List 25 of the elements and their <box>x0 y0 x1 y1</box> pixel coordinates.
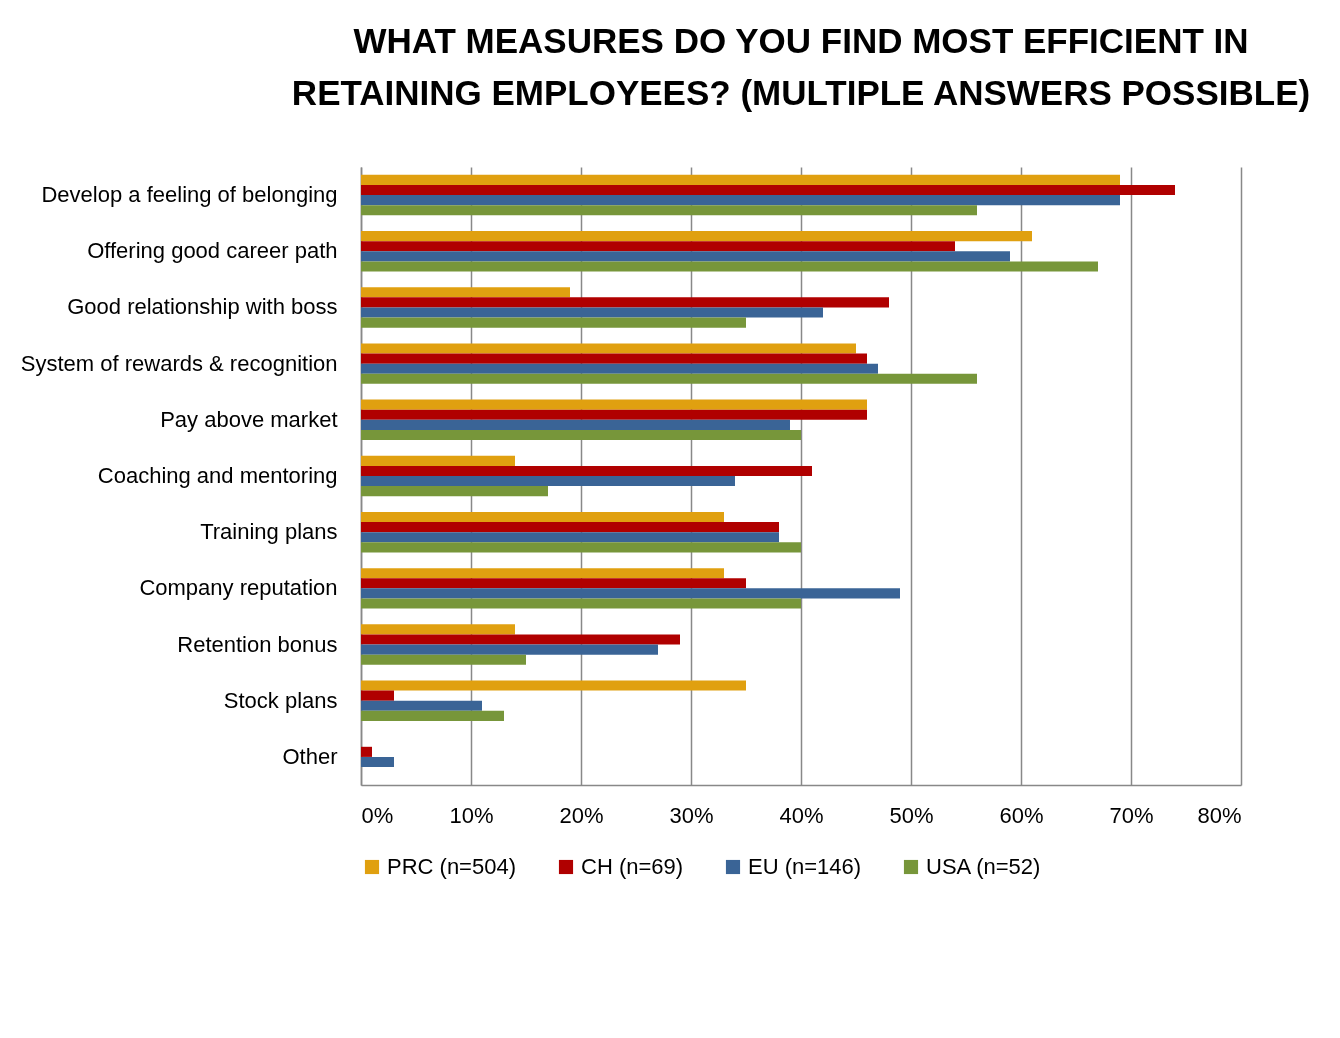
y-tick-label: Retention bonus <box>177 631 338 657</box>
y-tick-label: Company reputation <box>139 575 338 601</box>
x-tick-label: 60% <box>999 802 1044 828</box>
y-tick-label: Training plans <box>200 519 338 545</box>
legend-label: EU (n=146) <box>748 854 862 879</box>
y-tick-label: System of rewards & recognition <box>20 350 338 376</box>
y-tick-label: Good relationship with boss <box>67 294 338 320</box>
x-tick-label: 40% <box>779 802 824 828</box>
x-tick-label: 20% <box>559 802 604 828</box>
y-tick-label: Offering good career path <box>87 238 338 264</box>
x-tick-label: 30% <box>669 802 714 828</box>
x-tick-label: 10% <box>449 802 494 828</box>
chart-title: WHAT MEASURES DO YOU FIND MOST EFFICIENT IN RETAINING EMPLOYEES? (MULTIPLE ANSWERS POSSIBLE) <box>291 21 1311 112</box>
x-tick-label: 50% <box>889 802 934 828</box>
y-tick-label: Other <box>282 743 338 769</box>
x-tick-label: 80% <box>1197 802 1242 828</box>
legend-label: CH (n=69) <box>581 854 684 879</box>
y-tick-label: Develop a feeling of belonging <box>41 182 338 208</box>
legend-label: PRC (n=504) <box>387 854 517 879</box>
legend-label: USA (n=52) <box>926 854 1041 879</box>
y-tick-label: Pay above market <box>160 406 338 432</box>
x-tick-label: 70% <box>1109 802 1154 828</box>
y-tick-label: Stock plans <box>223 687 338 713</box>
x-tick-label: 0% <box>361 802 394 828</box>
y-tick-label: Coaching and mentoring <box>97 463 338 488</box>
